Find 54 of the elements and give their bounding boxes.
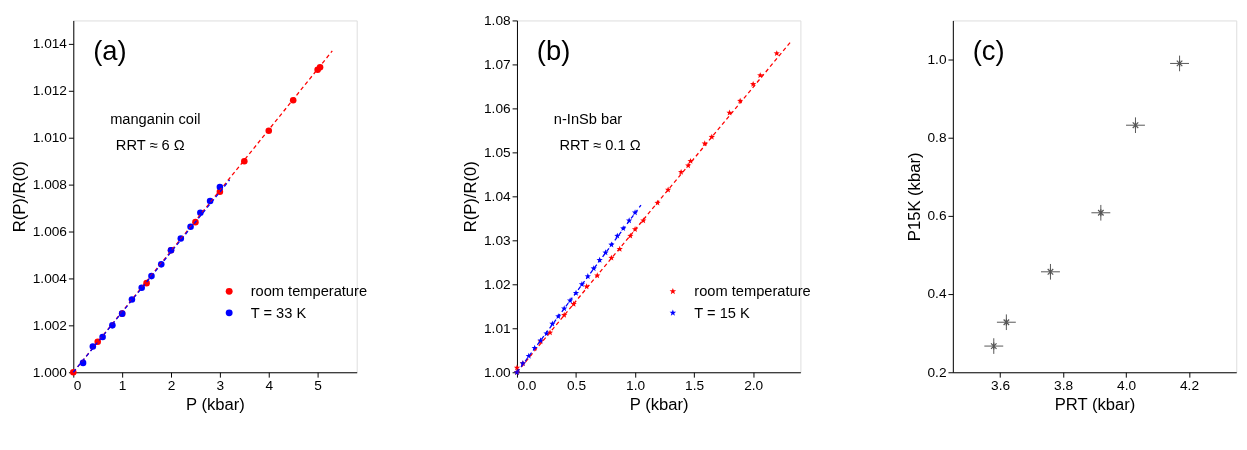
x-tick-label: 3.6 (991, 378, 1011, 394)
y-tick-label: 1.03 (484, 232, 511, 248)
y-tick-label: 1.06 (484, 100, 511, 116)
y-tick-label: 1.008 (32, 177, 68, 193)
x-tick-label: 2 (167, 378, 176, 394)
y-tick-label: 1.004 (32, 270, 68, 286)
y-tick-label: 1.002 (32, 317, 67, 333)
legend-label: room temperature (694, 283, 811, 300)
y-tick-label: 1.012 (32, 83, 67, 99)
x-tick-label: 0.5 (567, 378, 587, 394)
annotation: (b) (536, 34, 571, 66)
y-tick-label: 0.8 (927, 130, 947, 146)
legend-label: T = 33 K (250, 304, 307, 321)
x-tick-label: 1.0 (626, 378, 646, 394)
x-tick-label: 1 (118, 378, 127, 394)
y-tick-label: 1.05 (484, 144, 512, 160)
x-tick-label: 4.0 (1117, 378, 1137, 394)
y-tick-label: 1.07 (484, 56, 511, 72)
y-tick-label: 1.02 (484, 276, 511, 292)
x-tick-label: 3.8 (1054, 378, 1074, 394)
y-tick-label: 1.006 (32, 223, 67, 239)
y-tick-label: 0.2 (927, 364, 947, 380)
annotation: n-InSb bar (553, 110, 623, 127)
y-axis-title: R(P)/R(0) (9, 161, 29, 233)
annotation: RRT ≈ 6 Ω (115, 137, 185, 154)
x-tick-label: 0.0 (517, 378, 537, 394)
x-tick-label: 2.0 (744, 378, 764, 394)
y-axis-title: P15K (kbar) (904, 152, 924, 242)
y-tick-label: 1.0 (927, 51, 947, 67)
y-tick-label: 1.08 (484, 12, 512, 28)
x-tick-label: 4.2 (1180, 378, 1200, 394)
annotation: (a) (93, 34, 127, 66)
y-tick-label: 1.04 (484, 188, 512, 204)
y-axis-title: R(P)/R(0) (461, 161, 481, 233)
x-axis-title: PRT (kbar) (1054, 394, 1136, 414)
y-tick-label: 0.4 (927, 286, 947, 302)
x-tick-label: 4 (265, 378, 274, 394)
y-tick-label: 1.000 (32, 364, 68, 380)
annotation: RRT ≈ 0.1 Ω (559, 137, 641, 154)
y-tick-label: 1.014 (32, 36, 68, 52)
x-axis-title: P (kbar) (186, 394, 245, 414)
y-tick-label: 1.00 (484, 364, 512, 380)
x-tick-label: 5 (314, 378, 323, 394)
y-tick-label: 0.6 (927, 208, 947, 224)
legend-label: T = 15 K (694, 304, 751, 321)
x-tick-label: 0 (73, 378, 82, 394)
annotation: (c) (972, 34, 1005, 66)
x-tick-label: 1.5 (685, 378, 705, 394)
legend-label: room temperature (250, 283, 368, 300)
y-tick-label: 1.010 (32, 130, 68, 146)
x-axis-title: P (kbar) (629, 394, 689, 414)
x-tick-label: 3 (216, 378, 225, 394)
y-tick-label: 1.01 (484, 320, 511, 336)
annotation: manganin coil (110, 110, 201, 127)
